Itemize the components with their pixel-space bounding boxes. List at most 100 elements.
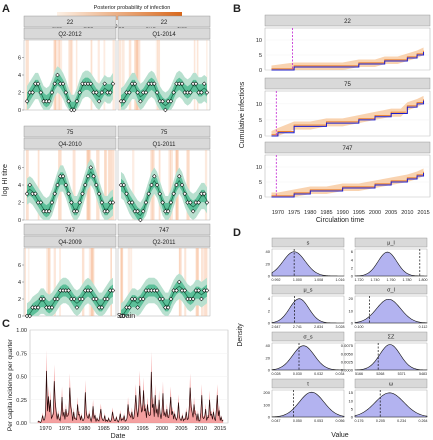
y-tick-label: 5 bbox=[259, 53, 262, 59]
observed-titre-point bbox=[80, 81, 85, 86]
infection-probability-stripe bbox=[53, 248, 56, 316]
y-tick-label: 20 bbox=[266, 355, 271, 360]
facet-strip-top bbox=[117, 125, 211, 138]
observed-titre-point bbox=[99, 305, 105, 310]
facet-strip bbox=[264, 77, 431, 90]
observed-titre-point bbox=[27, 313, 32, 319]
observed-titre-point bbox=[33, 305, 38, 310]
observed-titre-point bbox=[118, 313, 124, 319]
panel-label-b: B bbox=[233, 3, 241, 15]
facet-strip-top-label: 22 bbox=[67, 20, 74, 26]
observed-titre-point bbox=[47, 99, 52, 104]
observed-titre-point bbox=[124, 191, 129, 196]
x-tick-label: 1985 bbox=[320, 210, 332, 216]
y-tick-label: 15 bbox=[349, 390, 354, 395]
infection-probability-stripe bbox=[68, 40, 72, 110]
observed-titre-point bbox=[202, 191, 207, 196]
observed-titre-point bbox=[157, 296, 163, 302]
observed-titre-point bbox=[74, 305, 80, 310]
observed-titre-point bbox=[44, 99, 49, 104]
y-tick-label: 20 bbox=[266, 261, 271, 266]
x-tick-label: 2005 bbox=[385, 210, 397, 216]
x-tick-label: 0.034 bbox=[336, 372, 345, 376]
x-tick-label: 0.234 bbox=[397, 419, 406, 423]
infection-probability-stripe bbox=[81, 248, 85, 316]
infection-probability-stripe bbox=[111, 150, 115, 220]
posterior-density bbox=[354, 298, 428, 324]
observed-titre-point bbox=[182, 191, 187, 196]
x-tick-label: 0.047 bbox=[272, 419, 281, 423]
observed-titre-point bbox=[77, 296, 82, 302]
observed-titre-point bbox=[102, 209, 107, 214]
facet-strip bbox=[264, 14, 431, 27]
facet-strip-bottom-label: Q2-2012 bbox=[58, 32, 82, 38]
infection-probability-stripe bbox=[134, 40, 138, 110]
observed-titre-point bbox=[204, 200, 210, 205]
x-tick-label: 1970 bbox=[272, 210, 284, 216]
observed-titre-point bbox=[58, 288, 63, 293]
facet-strip bbox=[354, 237, 428, 248]
observed-titre-point bbox=[141, 90, 146, 95]
infection-probability-stripe bbox=[75, 40, 78, 110]
observed-titre-point bbox=[177, 81, 182, 86]
observed-titre-point bbox=[99, 90, 105, 95]
observed-titre-point bbox=[124, 305, 129, 310]
y-tick-label: 0 bbox=[351, 274, 354, 279]
observed-titre-point bbox=[177, 279, 182, 285]
y-tick-label: 0.25 bbox=[16, 398, 27, 404]
observed-titre-point bbox=[121, 182, 126, 188]
y-tick-label: 100 bbox=[263, 402, 270, 407]
y-tick-label: 0 bbox=[268, 415, 271, 420]
observed-titre-point bbox=[135, 90, 140, 95]
cumulative-true-line bbox=[271, 52, 425, 71]
y-tick-label: 5 bbox=[351, 406, 354, 411]
observed-titre-point bbox=[91, 296, 96, 302]
observed-titre-point bbox=[127, 90, 132, 95]
observed-titre-point bbox=[41, 296, 46, 302]
observed-titre-point bbox=[71, 107, 77, 113]
observed-titre-point bbox=[168, 296, 174, 302]
observed-titre-point bbox=[96, 191, 102, 196]
observed-titre-point bbox=[110, 200, 116, 205]
incidence-line bbox=[37, 370, 224, 424]
x-tick-label: 2.834 bbox=[314, 325, 323, 329]
observed-titre-point bbox=[96, 99, 102, 104]
x-tick-label: 1.800 bbox=[419, 278, 428, 282]
observed-titre-point bbox=[94, 296, 99, 302]
facet-strip-top-label: 747 bbox=[159, 228, 170, 234]
observed-titre-point bbox=[102, 296, 107, 302]
posterior-density bbox=[271, 345, 345, 371]
titre-outer-interval bbox=[121, 273, 207, 316]
observed-titre-point bbox=[165, 99, 171, 104]
observed-titre-point bbox=[55, 72, 60, 78]
observed-titre-point bbox=[83, 81, 88, 86]
infection-probability-stripe bbox=[104, 150, 107, 220]
observed-titre-point bbox=[196, 288, 201, 293]
x-tick-label: 1980 bbox=[78, 426, 90, 432]
x-tick-label: 1970 bbox=[39, 426, 51, 432]
infection-probability-stripe bbox=[91, 248, 95, 316]
observed-titre-point bbox=[74, 99, 80, 104]
x-tick-label: 1.740 bbox=[371, 278, 380, 282]
observed-titre-point bbox=[188, 90, 193, 95]
observed-titre-point bbox=[105, 209, 110, 214]
x-tick-label: 1995 bbox=[353, 210, 365, 216]
observed-titre-point bbox=[58, 81, 63, 86]
infection-probability-stripe bbox=[112, 40, 115, 110]
observed-titre-point bbox=[38, 296, 44, 302]
observed-titre-point bbox=[182, 288, 187, 293]
observed-titre-point bbox=[141, 209, 146, 214]
x-tick-label: 1.760 bbox=[387, 278, 396, 282]
observed-titre-point bbox=[185, 200, 190, 205]
y-tick-label: 6 bbox=[18, 263, 21, 269]
infection-probability-stripe bbox=[128, 40, 132, 110]
infection-probability-stripe bbox=[103, 40, 106, 110]
y-tick-label: 0 bbox=[351, 415, 354, 420]
facet-strip-top-label: 747 bbox=[65, 228, 76, 234]
observed-titre-point bbox=[171, 288, 176, 293]
posterior-density bbox=[271, 391, 345, 418]
observed-titre-point bbox=[35, 200, 41, 205]
observed-titre-point bbox=[199, 296, 204, 302]
observed-titre-point bbox=[152, 174, 157, 179]
